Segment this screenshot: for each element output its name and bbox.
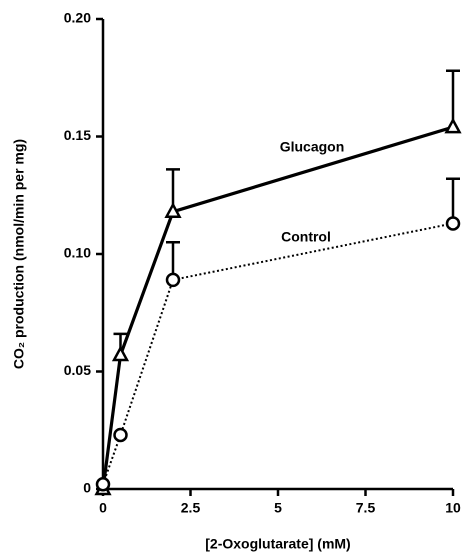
marker xyxy=(444,117,462,134)
y-axis-label: CO₂ production (nmol/min per mg) xyxy=(11,139,27,369)
marker xyxy=(164,202,182,218)
series-label: Glucagon xyxy=(280,139,345,155)
x-tick-label: 10 xyxy=(445,500,461,516)
series-label: Control xyxy=(281,229,331,245)
x-tick-label: 5 xyxy=(274,500,282,516)
marker xyxy=(95,477,111,492)
error-bar xyxy=(446,177,460,224)
y-tick-label: 0 xyxy=(83,480,91,496)
y-tick-label: 0.10 xyxy=(64,245,91,261)
x-tick-label: 2.5 xyxy=(181,500,201,516)
y-tick-label: 0.20 xyxy=(64,10,91,26)
x-axis-label: [2-Oxoglutarate] (mM) xyxy=(205,536,350,552)
y-tick-label: 0.15 xyxy=(64,127,91,143)
x-tick-label: 7.5 xyxy=(356,500,376,516)
marker xyxy=(165,272,181,288)
marker xyxy=(445,216,461,231)
marker xyxy=(113,427,128,443)
x-tick-label: 0 xyxy=(99,500,107,516)
y-tick-label: 0.05 xyxy=(64,362,91,378)
marker xyxy=(111,345,130,362)
series-line xyxy=(101,125,454,490)
